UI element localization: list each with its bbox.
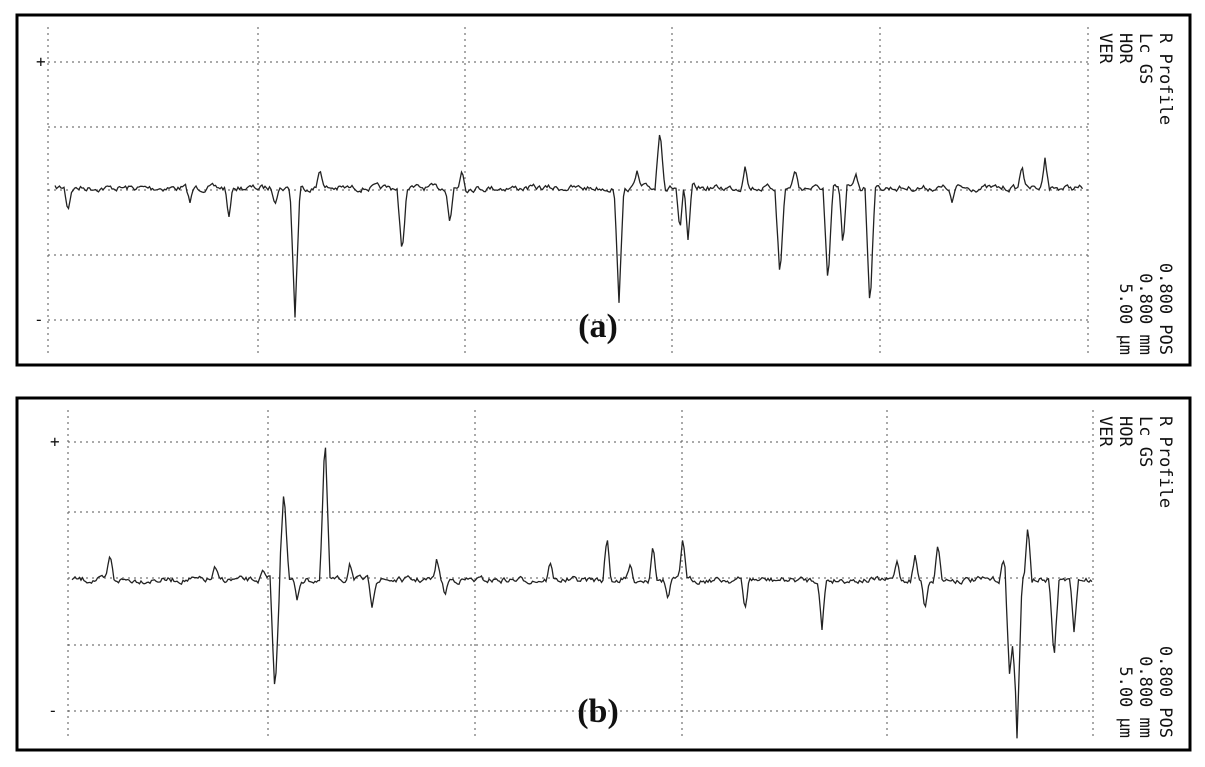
profile-trace [54, 134, 1084, 318]
info-text: VER [1095, 33, 1115, 64]
info-text: Lc GS [1135, 416, 1155, 467]
info-text: VER [1095, 416, 1115, 447]
info-text: 0.800 POS [1155, 646, 1175, 738]
info-text: 0.800 mm [1135, 656, 1155, 738]
minus-marker: - [34, 310, 44, 329]
panel-b-frame [15, 396, 1192, 752]
info-text: HOR [1115, 416, 1135, 447]
plus-marker: + [36, 52, 46, 71]
info-text: 5.00 µm [1115, 666, 1135, 738]
info-text: 5.00 µm [1115, 283, 1135, 355]
plus-marker: + [50, 432, 60, 451]
info-text: Lc GS [1135, 33, 1155, 84]
info-text: 0.800 POS [1155, 263, 1175, 355]
info-text: HOR [1115, 33, 1135, 64]
panel-label: (a) [578, 308, 618, 345]
panel-a-frame [15, 13, 1192, 367]
profile-trace [71, 447, 1093, 739]
panel-label: (b) [577, 693, 619, 730]
info-text: R Profile [1155, 416, 1175, 508]
minus-marker: - [48, 701, 58, 720]
info-text: R Profile [1155, 33, 1175, 125]
info-text: 0.800 mm [1135, 273, 1155, 355]
